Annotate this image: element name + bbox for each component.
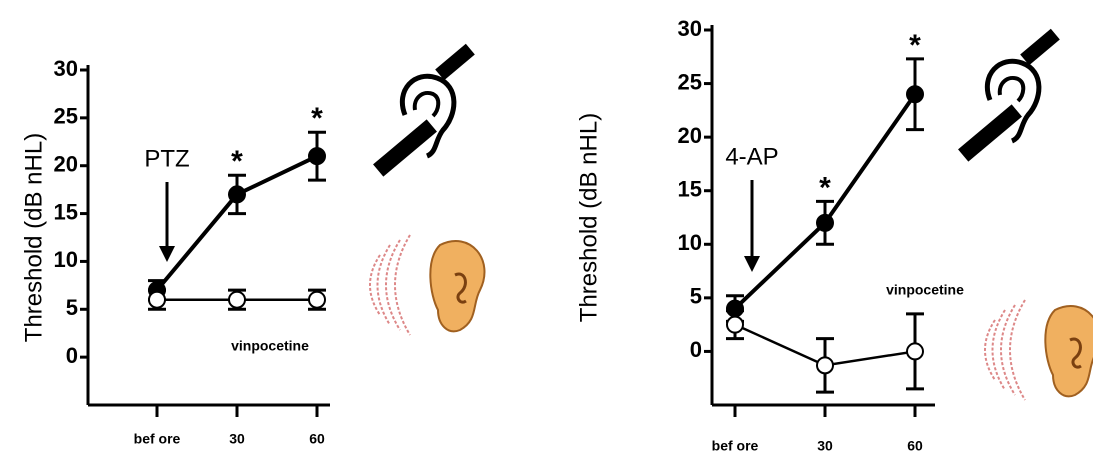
- x-tick-label: 30: [229, 431, 245, 447]
- y-tick-label: 15: [678, 177, 702, 202]
- series-label: vinpocetine: [231, 338, 309, 354]
- x-tick-label: 60: [907, 438, 923, 454]
- y-tick-label: 10: [678, 230, 702, 255]
- marker: [308, 290, 326, 309]
- marker: [816, 213, 834, 232]
- x-tick-label: 30: [817, 438, 833, 454]
- y-axis-label: Threshold (dB nHL): [575, 113, 602, 322]
- y-tick-label: 25: [54, 104, 78, 129]
- y-tick-label: 5: [690, 284, 702, 309]
- y-tick-label: 25: [678, 69, 702, 94]
- marker: [906, 85, 924, 104]
- annotation-arrowhead: [159, 246, 175, 262]
- series-label: vinpocetine: [886, 282, 964, 298]
- hearing-aid-icon: [958, 28, 1060, 162]
- significance-mark: *: [311, 102, 323, 135]
- ear-icon: [984, 299, 1093, 401]
- hearing-aid-icon: [373, 43, 475, 177]
- marker: [726, 315, 744, 334]
- annotation-arrowhead: [744, 256, 760, 272]
- marker: [228, 290, 246, 309]
- y-tick-label: 30: [678, 16, 702, 41]
- x-tick-label: bef ore: [134, 431, 181, 447]
- ear-icon: [369, 234, 486, 336]
- y-tick-label: 20: [54, 152, 78, 177]
- marker: [148, 290, 166, 309]
- marker: [228, 185, 246, 204]
- significance-mark: *: [909, 29, 921, 62]
- y-tick-label: 15: [54, 199, 78, 224]
- y-axis-label: Threshold (dB nHL): [20, 133, 47, 342]
- marker: [816, 356, 834, 375]
- x-tick-label: 60: [309, 431, 325, 447]
- y-tick-label: 0: [690, 337, 702, 362]
- y-tick-label: 5: [66, 295, 78, 320]
- marker: [906, 342, 924, 361]
- significance-mark: *: [231, 145, 243, 178]
- annotation: 4-AP: [725, 143, 778, 170]
- annotation: PTZ: [144, 145, 189, 172]
- significance-mark: *: [819, 171, 831, 204]
- y-tick-label: 0: [66, 343, 78, 368]
- y-tick-label: 10: [54, 247, 78, 272]
- y-tick-label: 30: [54, 56, 78, 81]
- y-tick-label: 20: [678, 123, 702, 148]
- marker: [308, 147, 326, 166]
- x-tick-label: bef ore: [712, 438, 759, 454]
